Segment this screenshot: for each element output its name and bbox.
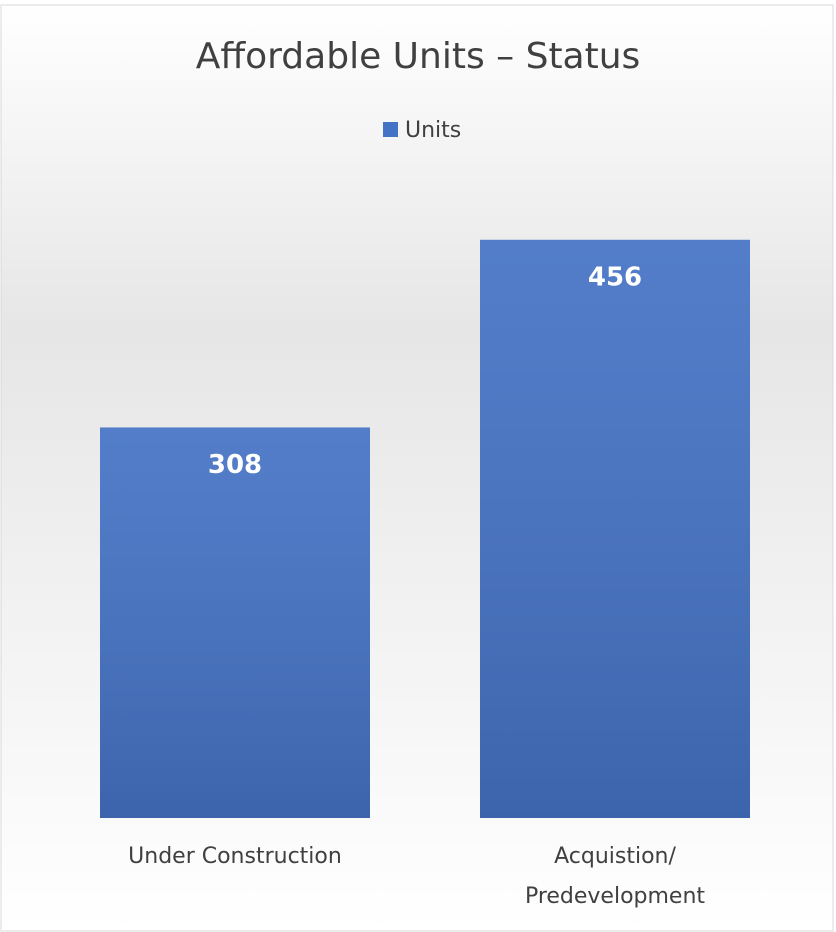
legend-label: Units [405,118,461,143]
legend-swatch [383,122,398,137]
bar-shade [100,427,370,818]
x-tick-label: Acquistion/ Predevelopment [524,844,706,909]
chart-title: Affordable Units – Status [196,36,641,77]
bar-shade [480,239,750,819]
data-label: 308 [208,450,262,480]
data-label: 456 [588,262,642,292]
x-tick-label: Under Construction [128,844,342,869]
